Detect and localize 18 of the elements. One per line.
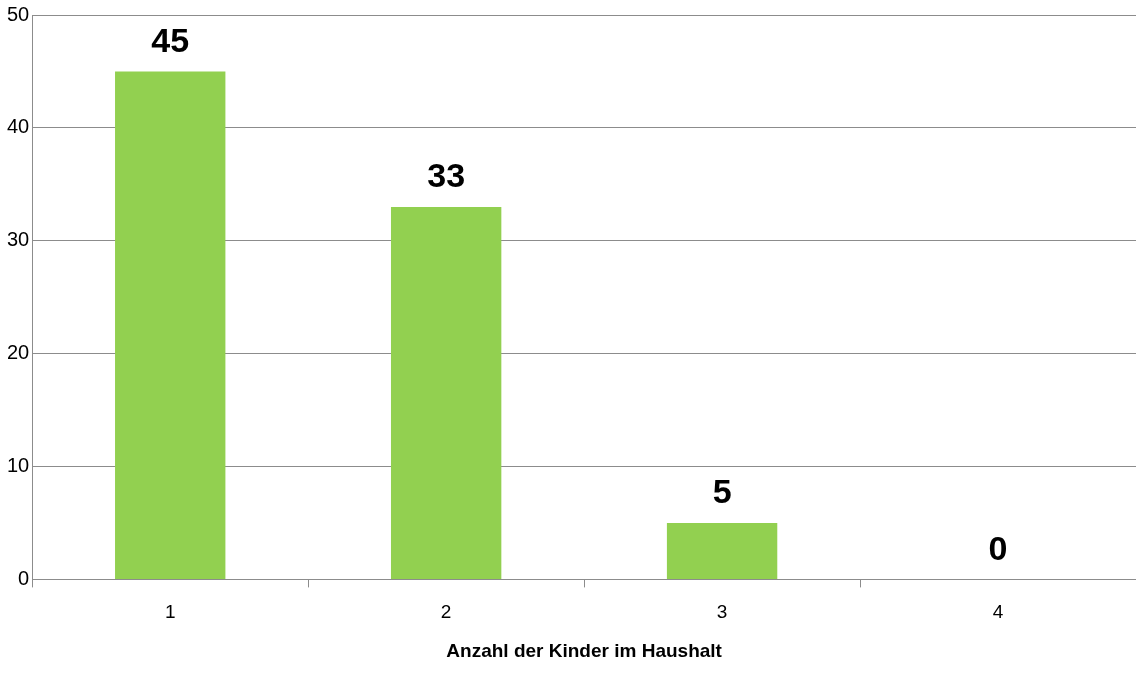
y-tick-label: 40 <box>7 115 30 138</box>
bar <box>390 206 502 579</box>
x-axis-title: Anzahl der Kinder im Haushalt <box>446 639 723 661</box>
y-tick-label: 50 <box>7 2 30 25</box>
x-tick-label: 4 <box>992 601 1004 623</box>
bar <box>666 522 778 579</box>
data-label: 5 <box>712 472 732 511</box>
data-label: 0 <box>988 528 1008 567</box>
data-label: 33 <box>427 156 466 195</box>
x-tick-label: 3 <box>716 601 728 623</box>
y-tick-label: 10 <box>7 454 30 477</box>
x-tick-label: 2 <box>440 601 452 623</box>
y-tick-label: 30 <box>7 228 30 251</box>
y-tick-label: 0 <box>18 566 30 589</box>
x-tick-label: 1 <box>164 601 176 623</box>
y-tick-label: 20 <box>7 341 30 364</box>
bar <box>115 71 226 579</box>
data-label: 45 <box>151 20 190 59</box>
